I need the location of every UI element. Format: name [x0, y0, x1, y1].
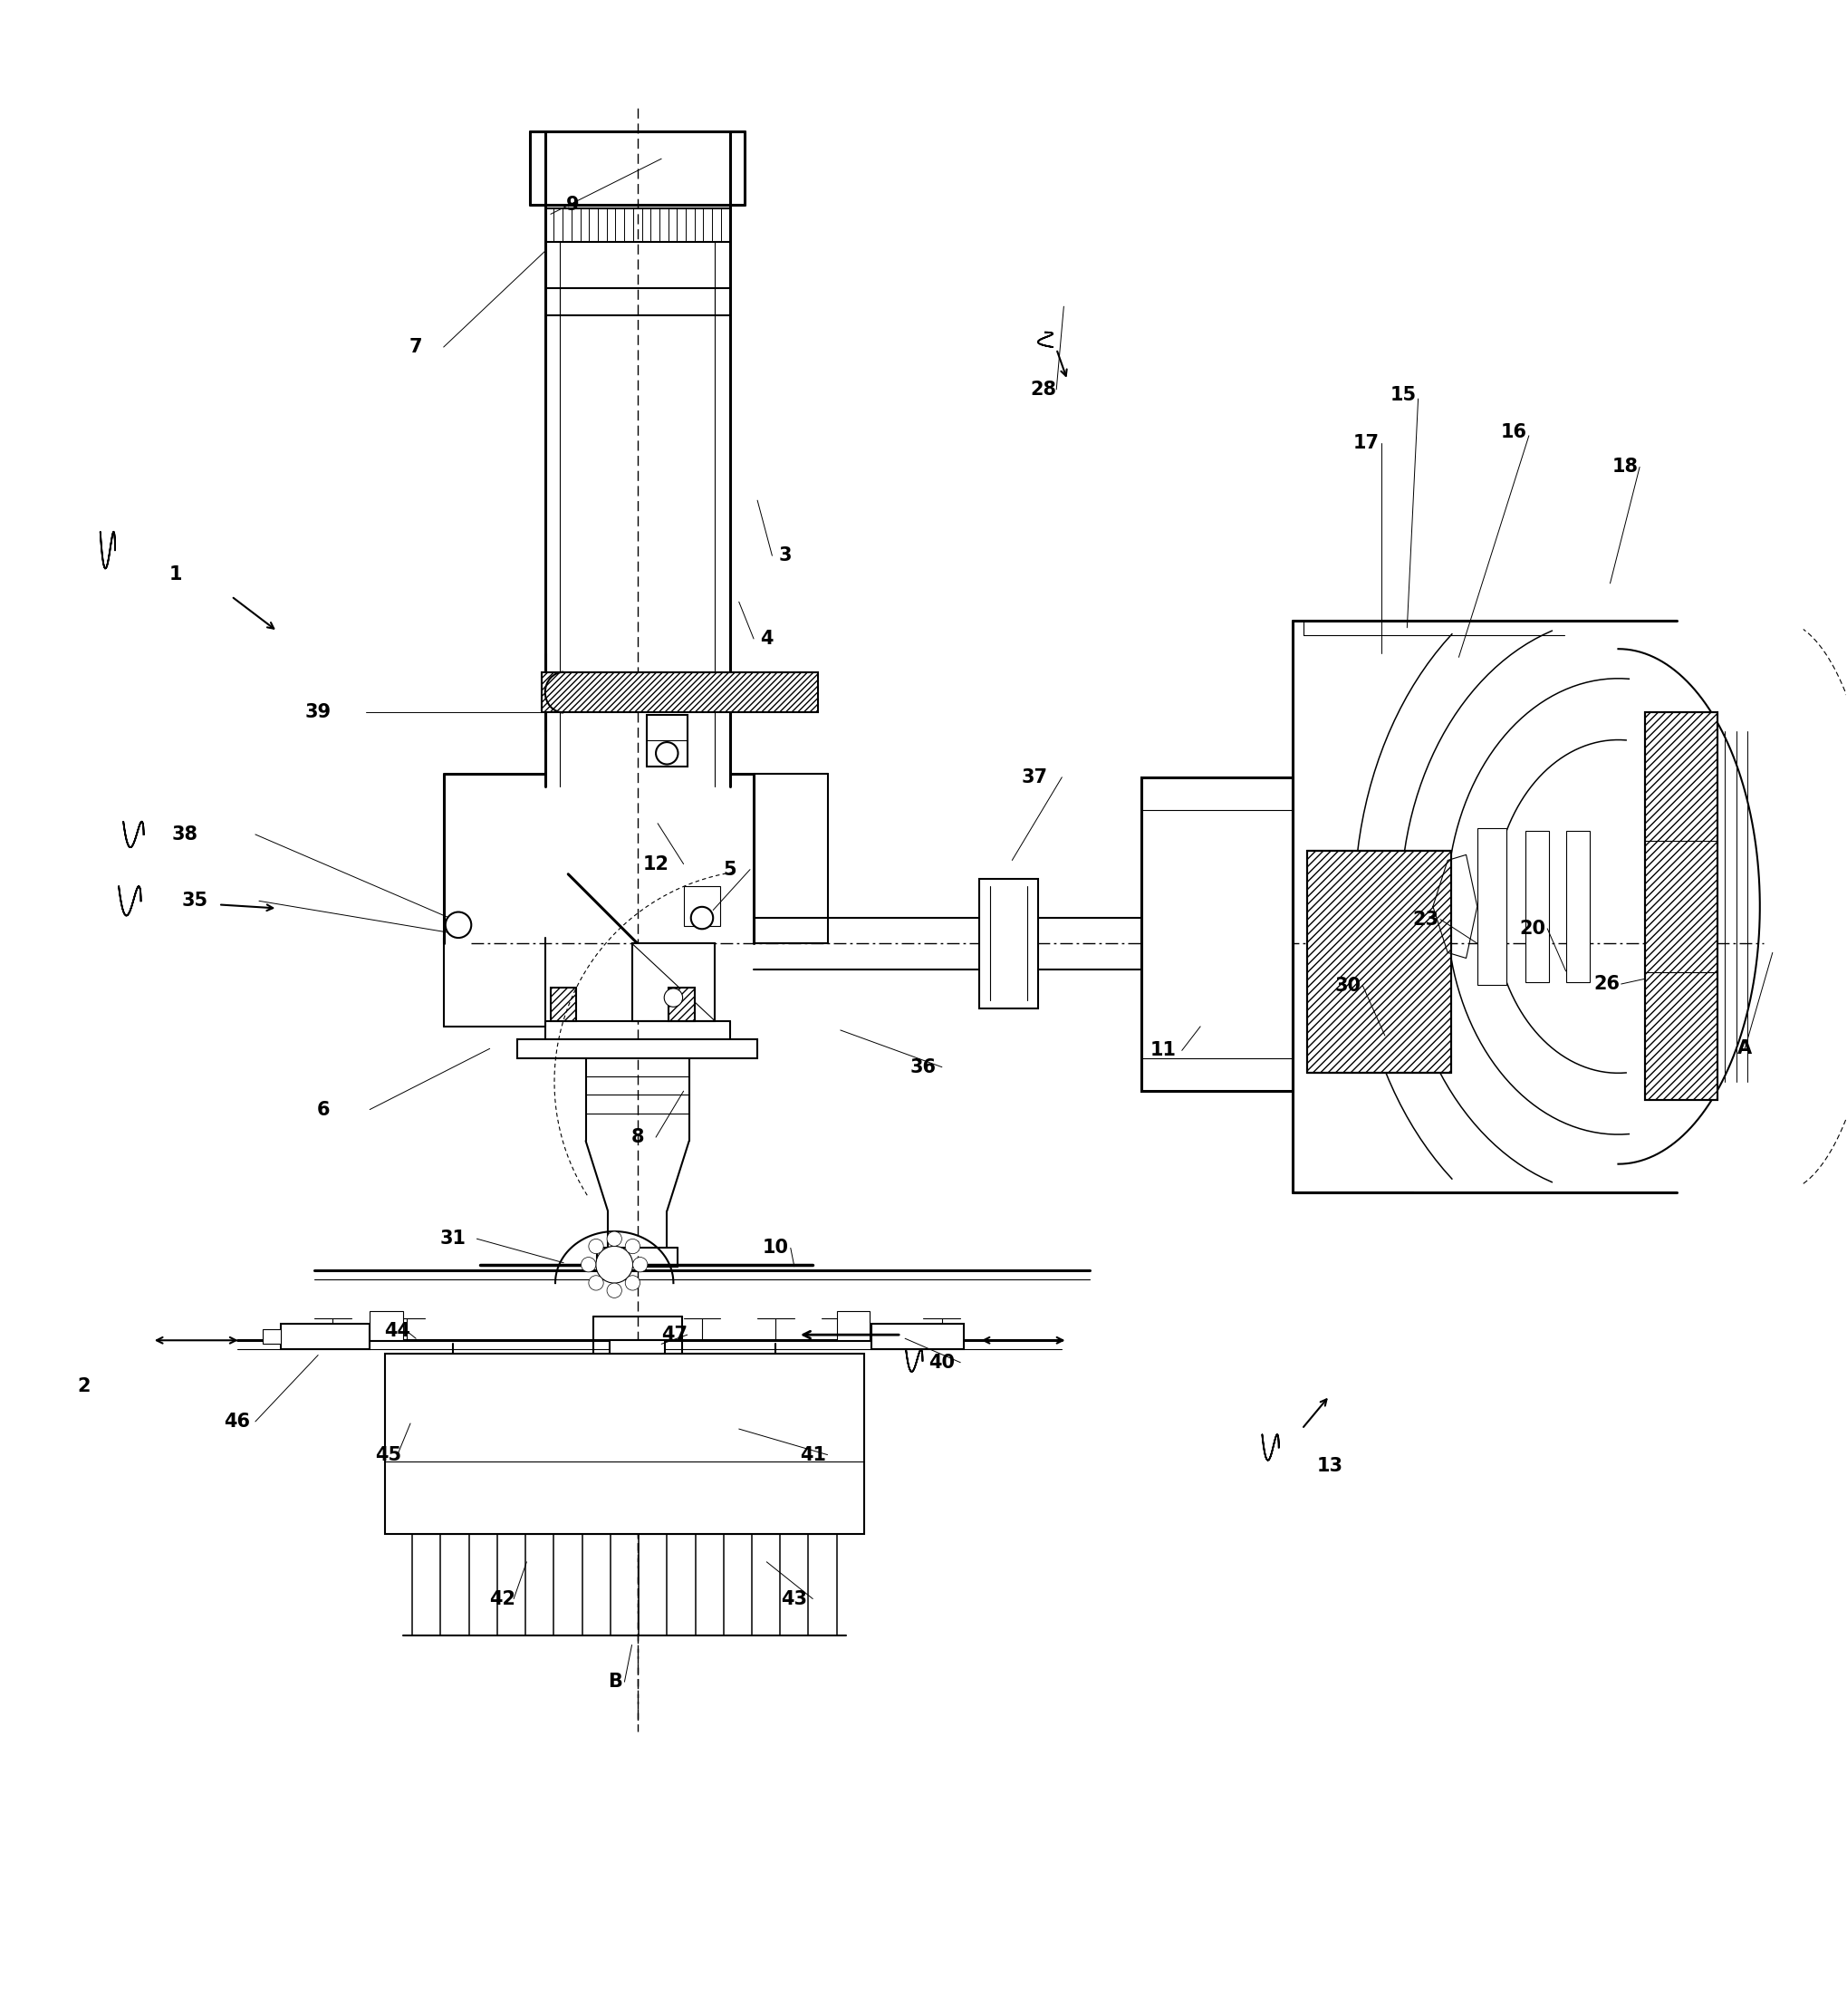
Bar [632, 943, 715, 1020]
Text: 30: 30 [1335, 978, 1361, 996]
Circle shape [665, 988, 683, 1006]
Circle shape [582, 1258, 597, 1272]
Bar [669, 988, 694, 1020]
Text: 35: 35 [181, 891, 207, 909]
Circle shape [589, 1276, 604, 1290]
Bar [369, 1310, 403, 1341]
Text: 11: 11 [1151, 1042, 1177, 1060]
Text: 47: 47 [661, 1327, 687, 1345]
Bar [683, 885, 720, 927]
Bar [1478, 829, 1507, 986]
Text: 8: 8 [632, 1129, 645, 1147]
Circle shape [608, 1282, 622, 1298]
Text: 3: 3 [778, 546, 792, 564]
Text: 12: 12 [643, 855, 669, 873]
Text: 46: 46 [223, 1413, 249, 1431]
Bar [872, 1325, 964, 1349]
Bar [1308, 851, 1452, 1073]
Text: 23: 23 [1413, 911, 1439, 929]
Bar [517, 1040, 757, 1058]
Text: 26: 26 [1594, 976, 1620, 994]
Text: 18: 18 [1612, 458, 1638, 476]
Bar [837, 1310, 870, 1341]
Bar [979, 879, 1038, 1008]
Text: 15: 15 [1391, 385, 1417, 403]
Text: 45: 45 [375, 1445, 401, 1464]
Text: 42: 42 [489, 1591, 515, 1609]
Bar [610, 1341, 665, 1353]
Text: 5: 5 [722, 861, 737, 879]
Text: 44: 44 [384, 1322, 410, 1341]
Circle shape [626, 1240, 641, 1254]
Text: 4: 4 [761, 629, 774, 647]
Text: 31: 31 [440, 1230, 465, 1248]
Circle shape [656, 742, 678, 764]
Text: 10: 10 [763, 1240, 789, 1258]
Bar [1308, 851, 1452, 1073]
Bar [384, 1353, 864, 1534]
Text: B: B [608, 1673, 622, 1691]
Circle shape [634, 1258, 648, 1272]
Bar [541, 671, 818, 712]
Circle shape [597, 1246, 634, 1282]
Text: 41: 41 [800, 1445, 826, 1464]
Circle shape [608, 1232, 622, 1246]
Text: 9: 9 [567, 196, 580, 214]
Text: 7: 7 [410, 339, 423, 357]
Text: 28: 28 [1031, 381, 1056, 399]
Text: 38: 38 [172, 825, 198, 843]
Circle shape [626, 1276, 641, 1290]
Text: 43: 43 [781, 1591, 807, 1609]
Text: 39: 39 [305, 704, 331, 722]
Bar [1526, 831, 1550, 982]
Circle shape [445, 911, 471, 937]
Text: 13: 13 [1317, 1458, 1343, 1476]
Text: 1: 1 [170, 564, 183, 583]
Text: 17: 17 [1354, 433, 1380, 452]
Text: 20: 20 [1520, 919, 1546, 937]
Bar [646, 714, 687, 766]
Text: A: A [1738, 1040, 1753, 1058]
Text: 37: 37 [1021, 768, 1047, 786]
Bar [262, 1329, 281, 1345]
Circle shape [691, 907, 713, 929]
Bar [1566, 831, 1590, 982]
Bar [281, 1325, 369, 1349]
Text: 2: 2 [78, 1377, 91, 1395]
Text: 6: 6 [318, 1101, 331, 1119]
Text: 40: 40 [929, 1353, 955, 1371]
Text: 16: 16 [1502, 423, 1527, 442]
Bar [1646, 712, 1718, 1101]
Bar [1646, 712, 1718, 1101]
Bar [1141, 778, 1293, 1091]
Circle shape [589, 1240, 604, 1254]
Text: 36: 36 [911, 1058, 936, 1077]
Bar [550, 988, 576, 1020]
